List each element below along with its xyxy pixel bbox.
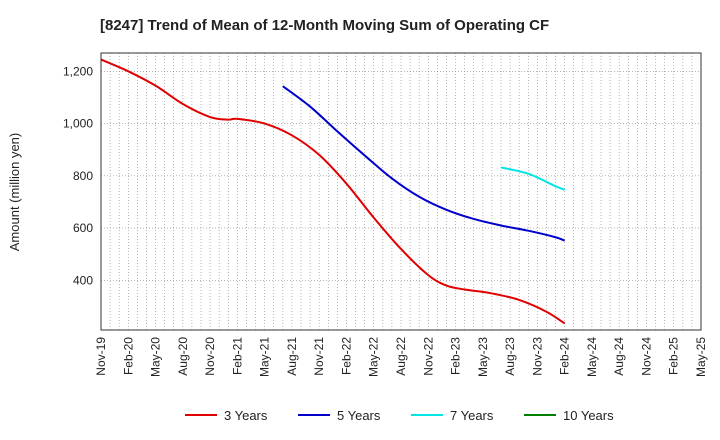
x-tick-label: Aug-22: [394, 337, 408, 376]
x-tick-label: Nov-23: [530, 337, 544, 376]
series-line-7-years: [500, 166, 565, 191]
legend-label-10-years: 10 Years: [563, 408, 614, 423]
x-tick-label: Nov-24: [639, 337, 653, 376]
x-tick-label: May-24: [585, 337, 599, 377]
legend-label-3-years: 3 Years: [224, 408, 268, 423]
grid: [101, 53, 701, 330]
x-tick-label: Nov-21: [312, 337, 326, 376]
x-tick-label: Aug-20: [176, 337, 190, 376]
x-tick-label: Nov-20: [203, 337, 217, 376]
x-tick-label: Aug-23: [503, 337, 517, 376]
legend-label-7-years: 7 Years: [450, 408, 494, 423]
series-lines: [100, 58, 566, 325]
y-axis-ticks: 400 600 800 1,000 1,200: [63, 64, 93, 287]
x-tick-label: Feb-22: [339, 337, 353, 375]
x-tick-label: Aug-21: [285, 337, 299, 376]
x-axis-ticks: Nov-19 Feb-20 May-20 Aug-20 Nov-20 Feb-21 May-…: [94, 337, 708, 377]
x-tick-label: Aug-24: [612, 337, 626, 376]
y-tick-label: 1,200: [63, 64, 93, 78]
x-tick-label: Nov-22: [421, 337, 435, 376]
plot-frame: [100, 52, 702, 331]
y-tick-label: 1,000: [63, 117, 93, 131]
x-tick-label: May-21: [258, 337, 272, 377]
x-tick-label: May-20: [149, 337, 163, 377]
y-tick-label: 400: [73, 273, 93, 287]
y-tick-label: 800: [73, 169, 93, 183]
legend-label-5-years: 5 Years: [337, 408, 381, 423]
x-tick-label: May-23: [476, 337, 490, 377]
x-tick-label: May-25: [694, 337, 708, 377]
x-tick-label: Feb-25: [667, 337, 681, 375]
chart-title: [8247] Trend of Mean of 12-Month Moving …: [100, 17, 549, 34]
x-tick-label: Nov-19: [94, 337, 108, 376]
series-line-5-years: [282, 85, 566, 242]
legend: 3 Years 5 Years 7 Years 10 Years: [185, 408, 614, 423]
x-tick-label: Feb-24: [558, 337, 572, 375]
y-tick-label: 600: [73, 221, 93, 235]
x-tick-label: May-22: [367, 337, 381, 377]
x-tick-label: Feb-21: [230, 337, 244, 375]
series-line-3-years: [100, 58, 566, 325]
y-axis-label: Amount (million yen): [7, 133, 22, 252]
x-tick-label: Feb-20: [121, 337, 135, 375]
x-tick-label: Feb-23: [449, 337, 463, 375]
